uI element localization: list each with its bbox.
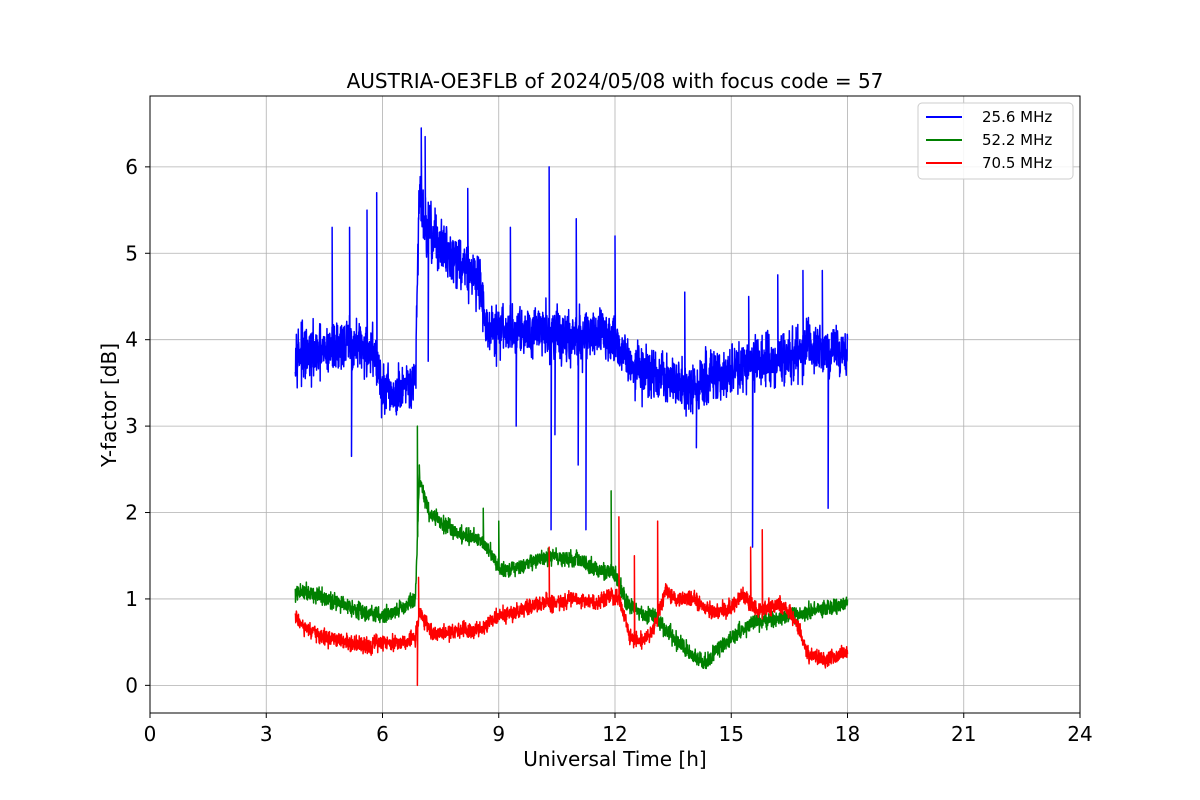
series-line-52-2-mhz	[294, 425, 849, 670]
y-tick-label: 0	[125, 673, 138, 697]
y-axis-ticks: 0 1 2 3 4 5 6	[125, 155, 150, 697]
x-tick-label: 6	[376, 722, 389, 746]
x-tick-label: 12	[602, 722, 627, 746]
x-tick-label: 21	[951, 722, 976, 746]
x-axis-label: Universal Time [h]	[523, 747, 706, 771]
legend-label-52-2: 52.2 MHz	[982, 131, 1052, 149]
y-tick-label: 4	[125, 328, 138, 352]
x-tick-label: 9	[492, 722, 505, 746]
y-tick-label: 5	[125, 241, 138, 265]
series-lines	[294, 127, 849, 687]
x-tick-label: 15	[719, 722, 744, 746]
legend-label-70-5: 70.5 MHz	[982, 154, 1052, 172]
series-line-25-6-mhz	[294, 127, 849, 548]
legend: 25.6 MHz 52.2 MHz 70.5 MHz	[917, 102, 1074, 180]
y-tick-label: 2	[125, 501, 138, 525]
x-tick-label: 0	[144, 722, 157, 746]
x-axis-ticks: 0 3 6 9 12 15 18 21 24	[144, 713, 1093, 746]
legend-label-25-6: 25.6 MHz	[982, 108, 1052, 126]
x-tick-label: 3	[260, 722, 273, 746]
series-line-70-5-mhz	[294, 516, 849, 687]
chart-title: AUSTRIA-OE3FLB of 2024/05/08 with focus …	[347, 69, 884, 93]
y-tick-label: 6	[125, 155, 138, 179]
x-tick-label: 18	[835, 722, 860, 746]
y-axis-label: Y-factor [dB]	[97, 343, 121, 468]
x-tick-label: 24	[1067, 722, 1092, 746]
y-tick-label: 1	[125, 587, 138, 611]
legend-frame	[917, 102, 1074, 180]
y-tick-label: 3	[125, 414, 138, 438]
